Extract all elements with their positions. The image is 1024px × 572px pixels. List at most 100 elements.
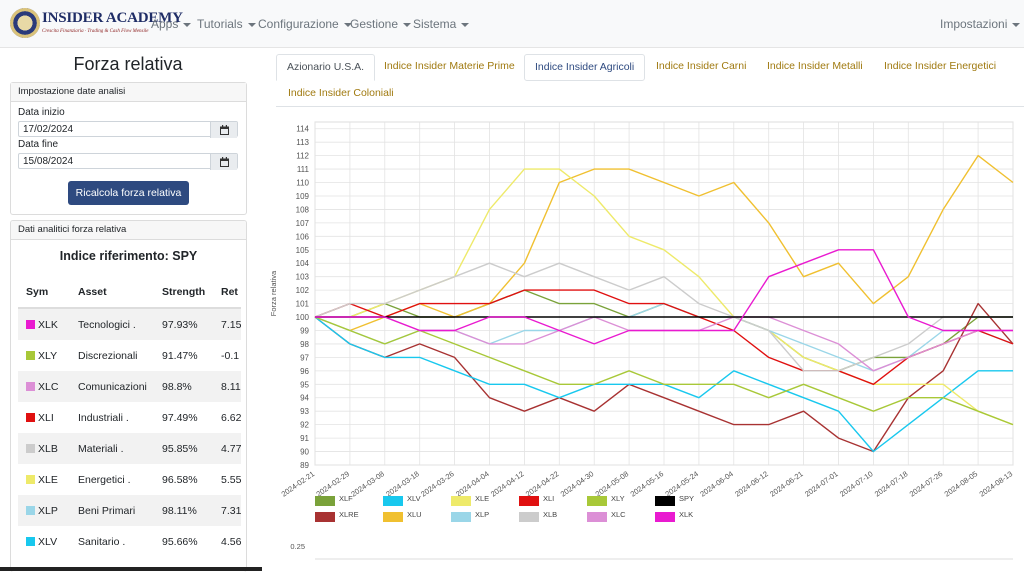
nav-item-tutorials[interactable]: Tutorials: [197, 17, 256, 31]
legend-swatch: [587, 496, 607, 506]
ret-cell: 4.56: [221, 535, 242, 548]
col-strength[interactable]: Strength: [154, 276, 213, 309]
asset-cell: Beni Primari: [70, 495, 154, 526]
table-row[interactable]: XLP Beni Primari 98.11% 7.31: [18, 495, 242, 526]
caret-down-icon: [247, 22, 256, 27]
tab-carni[interactable]: Indice Insider Carni: [656, 60, 747, 72]
brand-logo[interactable]: INSIDER ACADEMY Crescita Finanziaria · T…: [10, 8, 183, 40]
strength-cell: 95.85%: [154, 433, 213, 464]
tab-coloniali[interactable]: Indice Insider Coloniali: [288, 87, 394, 99]
sym-value: XLB: [38, 442, 58, 455]
color-swatch: [26, 351, 35, 361]
asset-cell: Sanitario .: [78, 535, 126, 548]
nav-item-impostazioni[interactable]: Impostazioni: [940, 17, 1021, 31]
legend-label: XLRE: [339, 510, 359, 519]
legend-swatch: [519, 512, 539, 522]
table-row[interactable]: XLC Comunicazioni 98.8% 8.11: [18, 371, 242, 402]
x-tick-label: 2024-03-08: [349, 469, 386, 498]
logo-seal-icon: [10, 8, 40, 38]
tab-energetici[interactable]: Indice Insider Energetici: [884, 60, 997, 72]
caret-down-icon: [461, 22, 470, 27]
page-title: Forza relativa: [73, 54, 183, 74]
y-tick-label: 90: [300, 448, 309, 457]
sym-value: XLP: [38, 504, 58, 517]
strength-cell: 98.11%: [154, 495, 213, 526]
calendar-icon[interactable]: [210, 122, 237, 138]
analytics-card: Dati analitici forza relativa Indice rif…: [10, 220, 247, 572]
y-tick-label: 107: [296, 219, 310, 228]
analytics-card-header: Dati analitici forza relativa: [11, 221, 246, 240]
y-tick-label: 92: [300, 421, 309, 430]
y-tick-label: 91: [300, 434, 309, 443]
legend-label: XLK: [679, 510, 693, 519]
col-ret[interactable]: Ret: [213, 276, 242, 309]
nav-item-sistema[interactable]: Sistema: [413, 17, 470, 31]
y-tick-label: 108: [296, 205, 310, 214]
legend-swatch: [451, 496, 471, 506]
table-row[interactable]: XLB Materiali . 95.85% 4.77: [18, 433, 242, 464]
y-tick-label: 104: [296, 259, 310, 268]
x-tick-label: 2024-05-16: [629, 469, 666, 498]
color-swatch: [26, 444, 35, 454]
strength-cell: 98.8%: [154, 371, 213, 402]
color-swatch: [26, 382, 35, 392]
y-tick-label: 99: [300, 326, 309, 335]
y-tick-label: 89: [300, 461, 309, 470]
nav-item-gestione[interactable]: Gestione: [350, 17, 412, 31]
caret-down-icon: [403, 22, 412, 27]
color-swatch: [26, 506, 35, 516]
table-row[interactable]: XLI Industriali . 97.49% 6.62: [18, 402, 241, 433]
legend-label: XLI: [543, 494, 554, 503]
x-tick-label: 2024-03-26: [419, 469, 456, 498]
table-row[interactable]: XLV Sanitario . 95.66% 4.56: [18, 526, 241, 557]
y-tick-label: 105: [296, 246, 310, 255]
x-tick-label: 2024-07-26: [908, 469, 945, 498]
nav-item-label: Sistema: [413, 17, 457, 31]
caret-down-icon: [343, 22, 352, 27]
nav-item-apps[interactable]: Apps: [151, 17, 192, 31]
y-tick-label: 110: [296, 179, 309, 188]
nav-item-configurazione[interactable]: Configurazione: [258, 17, 352, 31]
calendar-icon[interactable]: [210, 154, 237, 170]
y-tick-label: 98: [300, 340, 309, 349]
sym-value: XLC: [38, 380, 59, 393]
asset-cell: Discrezionali: [78, 349, 138, 362]
strength-cell: 97.49%: [162, 411, 198, 424]
tab-azionario-usa[interactable]: Azionario U.S.A.: [276, 54, 376, 81]
tab-metalli[interactable]: Indice Insider Metalli: [767, 60, 863, 72]
start-date-input[interactable]: 17/02/2024: [18, 121, 238, 138]
y-tick-label: 112: [296, 152, 309, 161]
x-tick-label: 2024-08-05: [943, 469, 980, 498]
y-tick-label: 102: [296, 286, 310, 295]
legend-label: XLP: [475, 510, 489, 519]
table-row[interactable]: XLY Discrezionali 91.47% -0.1: [18, 340, 241, 371]
y-tick-label: 94: [300, 394, 309, 403]
legend-swatch: [655, 496, 675, 506]
legend-swatch: [655, 512, 675, 522]
y-tick-label: 109: [296, 192, 310, 201]
strength-table: Sym Asset Strength Ret XLK Tecnologici .9…: [18, 276, 242, 557]
legend-swatch: [519, 496, 539, 506]
end-date-input[interactable]: 15/08/2024: [18, 153, 238, 170]
sym-cell: XLE: [18, 464, 70, 495]
tab-materie-prime[interactable]: Indice Insider Materie Prime: [384, 60, 515, 72]
strength-cell: 95.66%: [162, 535, 198, 548]
tab-agricoli[interactable]: Indice Insider Agricoli: [524, 54, 646, 81]
recalculate-button[interactable]: Ricalcola forza relativa: [68, 181, 189, 205]
ret-cell: 8.11: [213, 371, 242, 402]
x-tick-label: 2024-07-10: [838, 469, 875, 498]
caret-down-icon: [183, 22, 192, 27]
series-line-xlk: [315, 249, 1013, 345]
ret-cell: 5.55: [221, 473, 242, 486]
sym-cell: XLI: [18, 402, 70, 433]
strength-cell: 97.93%: [154, 308, 213, 340]
legend-label: SPY: [679, 494, 694, 503]
x-tick-label: 2024-06-21: [768, 469, 805, 498]
table-row[interactable]: XLK Tecnologici . 97.93% 7.15: [18, 308, 242, 340]
sym-cell: XLB: [18, 433, 70, 464]
legend-label: XLC: [611, 510, 626, 519]
col-sym[interactable]: Sym: [18, 276, 70, 309]
nav-item-label: Tutorials: [197, 17, 243, 31]
col-asset[interactable]: Asset: [70, 276, 154, 309]
table-row[interactable]: XLE Energetici . 96.58% 5.55: [18, 464, 241, 495]
